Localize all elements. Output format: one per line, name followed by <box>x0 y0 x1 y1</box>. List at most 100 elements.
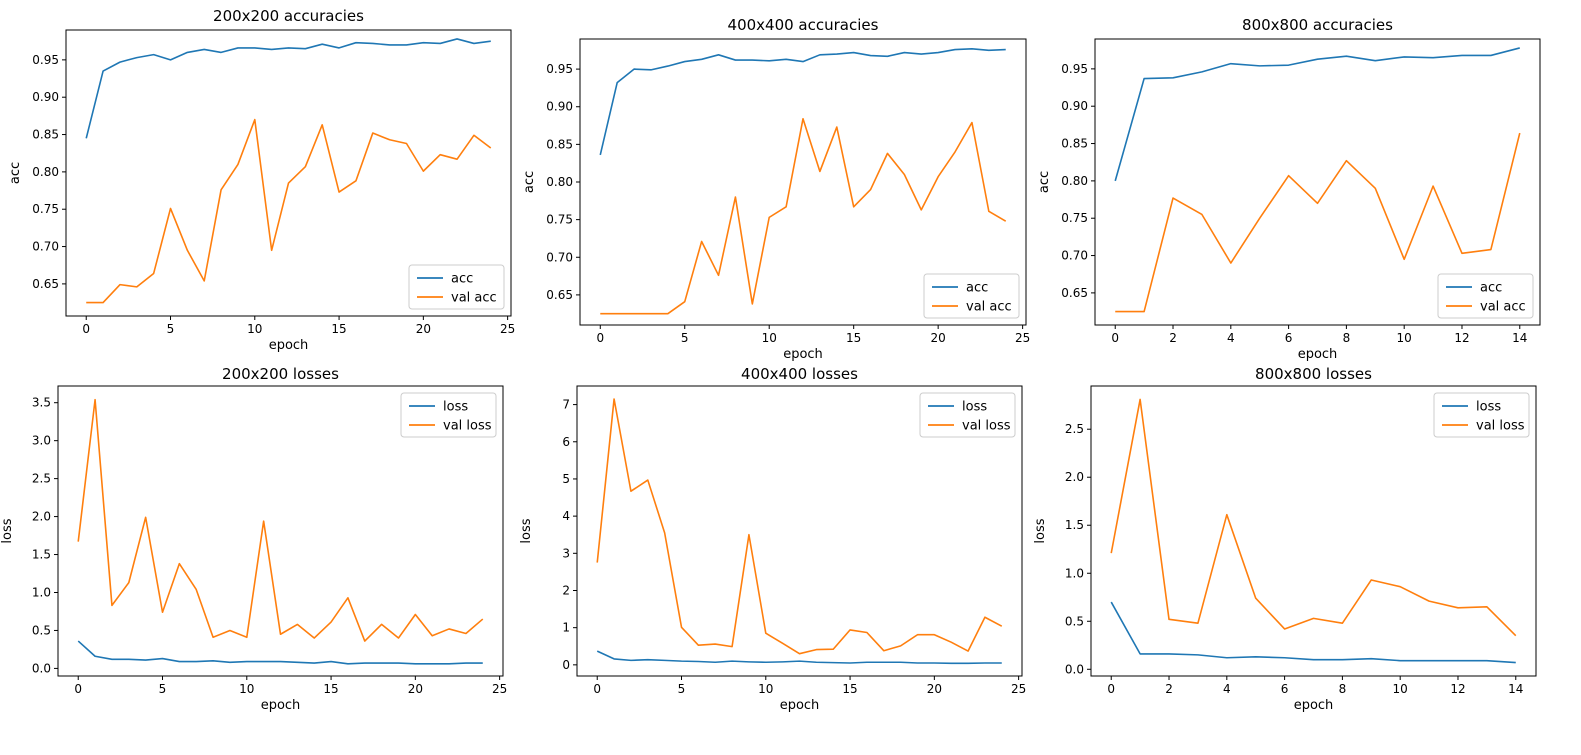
x-tick-label: 25 <box>492 682 507 696</box>
series-line-val-acc <box>600 117 1007 315</box>
y-tick-label: 0.80 <box>1061 174 1088 188</box>
series-line-val-loss <box>1110 398 1517 637</box>
y-tick-label: 1.0 <box>32 585 51 599</box>
x-tick-label: 14 <box>1508 682 1523 696</box>
legend: loss val loss <box>919 392 1016 438</box>
legend-box <box>408 264 505 310</box>
x-tick-label: 0 <box>593 682 601 696</box>
x-tick-label: 0 <box>596 331 604 345</box>
y-tick-label: 5 <box>562 472 570 486</box>
chart-1: 0 5 10 15 20 25 0.65 0.70 0.75 0.80 0.85 0.90 0.95 ep… <box>8 7 515 353</box>
y-tick-label: 0.90 <box>32 90 59 104</box>
legend-label: val loss <box>1476 419 1525 434</box>
x-tick-label: 2 <box>1165 682 1173 696</box>
x-tick-label: 15 <box>842 682 857 696</box>
chart-title: 800x800 losses <box>1255 365 1372 383</box>
y-tick-label: 0.80 <box>32 165 59 179</box>
legend: acc val acc <box>923 273 1020 319</box>
y-tick-label: 0.95 <box>1061 62 1088 76</box>
series-line-val-loss <box>77 398 484 642</box>
y-tick-label: 0.70 <box>1061 249 1088 263</box>
y-tick-label: 0.75 <box>32 202 59 216</box>
x-tick-label: 25 <box>500 322 515 336</box>
chart-5: 0 5 10 15 20 25 0 1 2 3 4 5 6 7 epoch loss 400x400 losse… <box>519 365 1026 713</box>
y-tick-label: 0.95 <box>32 53 59 67</box>
x-tick-label: 10 <box>758 682 773 696</box>
legend-label: acc <box>966 281 988 296</box>
y-tick-label: 0 <box>562 658 570 672</box>
y-tick-label: 0.0 <box>32 661 51 675</box>
y-tick-label: 1 <box>562 621 570 635</box>
y-tick-label: 2.0 <box>32 510 51 524</box>
legend-box <box>1433 392 1530 438</box>
x-tick-label: 25 <box>1015 331 1030 345</box>
y-tick-label: 0.85 <box>32 128 59 142</box>
y-tick-label: 2.5 <box>32 472 51 486</box>
x-axis-label: epoch <box>269 338 309 353</box>
y-tick-label: 4 <box>562 509 570 523</box>
x-axis-label: epoch <box>1294 698 1334 713</box>
y-tick-label: 0.5 <box>32 623 51 637</box>
y-tick-label: 0.85 <box>1061 137 1088 151</box>
y-axis-label: loss <box>1033 518 1048 543</box>
y-tick-label: 0.80 <box>546 175 573 189</box>
y-tick-label: 0.0 <box>1065 662 1084 676</box>
y-tick-label: 0.70 <box>546 250 573 264</box>
x-tick-label: 15 <box>331 322 346 336</box>
x-tick-label: 20 <box>408 682 423 696</box>
legend-label: val acc <box>1480 300 1526 315</box>
x-tick-label: 5 <box>678 682 686 696</box>
x-tick-label: 20 <box>416 322 431 336</box>
x-tick-label: 10 <box>1397 331 1412 345</box>
y-tick-label: 3 <box>562 546 570 560</box>
plot-frame <box>65 29 512 317</box>
legend-box <box>1437 273 1534 319</box>
x-tick-label: 10 <box>239 682 254 696</box>
x-tick-label: 12 <box>1450 682 1465 696</box>
y-tick-label: 0.65 <box>1061 286 1088 300</box>
x-tick-label: 6 <box>1285 331 1293 345</box>
legend-label: acc <box>1480 281 1502 296</box>
legend-box <box>923 273 1020 319</box>
y-tick-label: 0.95 <box>546 62 573 76</box>
legend: acc val acc <box>408 264 505 310</box>
legend-label: val loss <box>443 419 492 434</box>
x-axis-label: epoch <box>1298 347 1338 362</box>
chart-title: 200x200 losses <box>222 365 339 383</box>
series-line-val-loss <box>596 398 1003 655</box>
x-tick-label: 5 <box>159 682 167 696</box>
y-tick-label: 0.90 <box>1061 99 1088 113</box>
x-tick-label: 5 <box>167 322 175 336</box>
legend-label: loss <box>1476 400 1501 415</box>
x-tick-label: 15 <box>323 682 338 696</box>
series-line-val-acc <box>86 118 492 304</box>
x-tick-label: 8 <box>1343 331 1351 345</box>
x-tick-label: 4 <box>1227 331 1235 345</box>
y-tick-label: 3.5 <box>32 396 51 410</box>
y-tick-label: 3.0 <box>32 434 51 448</box>
y-tick-label: 0.65 <box>32 277 59 291</box>
x-axis-label: epoch <box>780 698 820 713</box>
legend-label: loss <box>962 400 987 415</box>
plot-frame <box>1090 385 1537 677</box>
x-tick-label: 5 <box>681 331 689 345</box>
y-tick-label: 0.65 <box>546 288 573 302</box>
legend-label: val acc <box>451 291 497 306</box>
x-axis-label: epoch <box>783 347 823 362</box>
y-tick-label: 2.5 <box>1065 422 1084 436</box>
legend-label: val loss <box>962 419 1011 434</box>
x-tick-label: 12 <box>1454 331 1469 345</box>
series-line-acc <box>599 47 1006 156</box>
x-tick-label: 25 <box>1011 682 1026 696</box>
plot-frame <box>1094 38 1541 326</box>
chart-title: 200x200 accuracies <box>213 7 364 25</box>
y-tick-label: 0.90 <box>546 100 573 114</box>
x-tick-label: 0 <box>82 322 90 336</box>
legend-label: loss <box>443 400 468 415</box>
series-line-val-acc <box>1115 132 1521 313</box>
y-tick-label: 7 <box>562 398 570 412</box>
series-line-loss <box>1110 601 1516 664</box>
chart-3: 0 2 4 6 8 10 12 14 0.65 0.70 0.75 0.80 0.85 0.90 0.95 e… <box>1037 16 1541 362</box>
